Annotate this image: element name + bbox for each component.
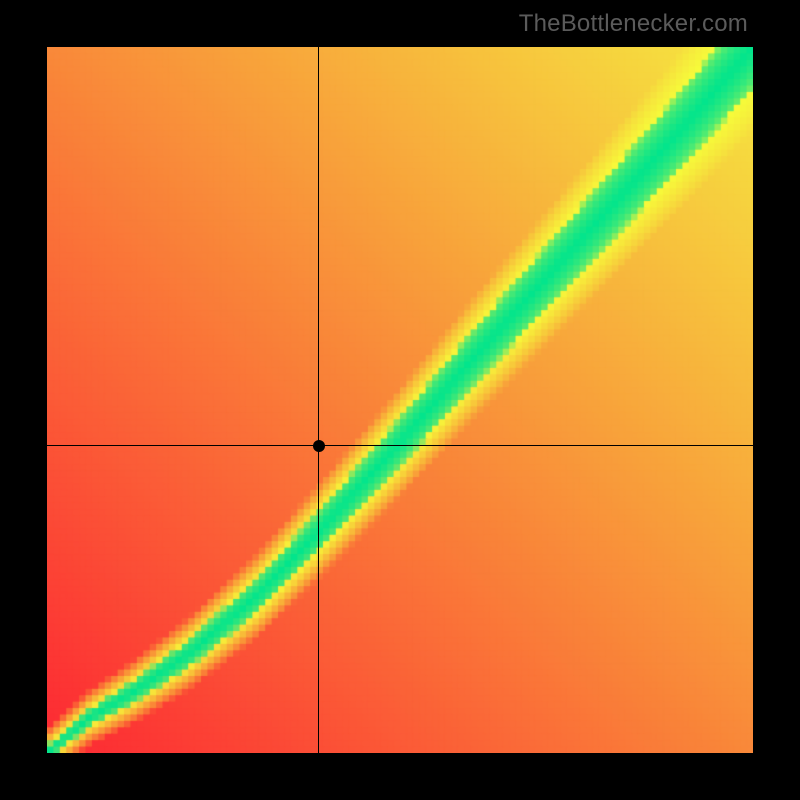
crosshair-vertical [318,47,319,753]
bottleneck-heatmap [47,47,753,753]
crosshair-horizontal [47,445,753,446]
selection-marker [313,440,325,452]
watermark-text: TheBottlenecker.com [519,10,748,38]
chart-frame: TheBottlenecker.com [0,0,800,800]
